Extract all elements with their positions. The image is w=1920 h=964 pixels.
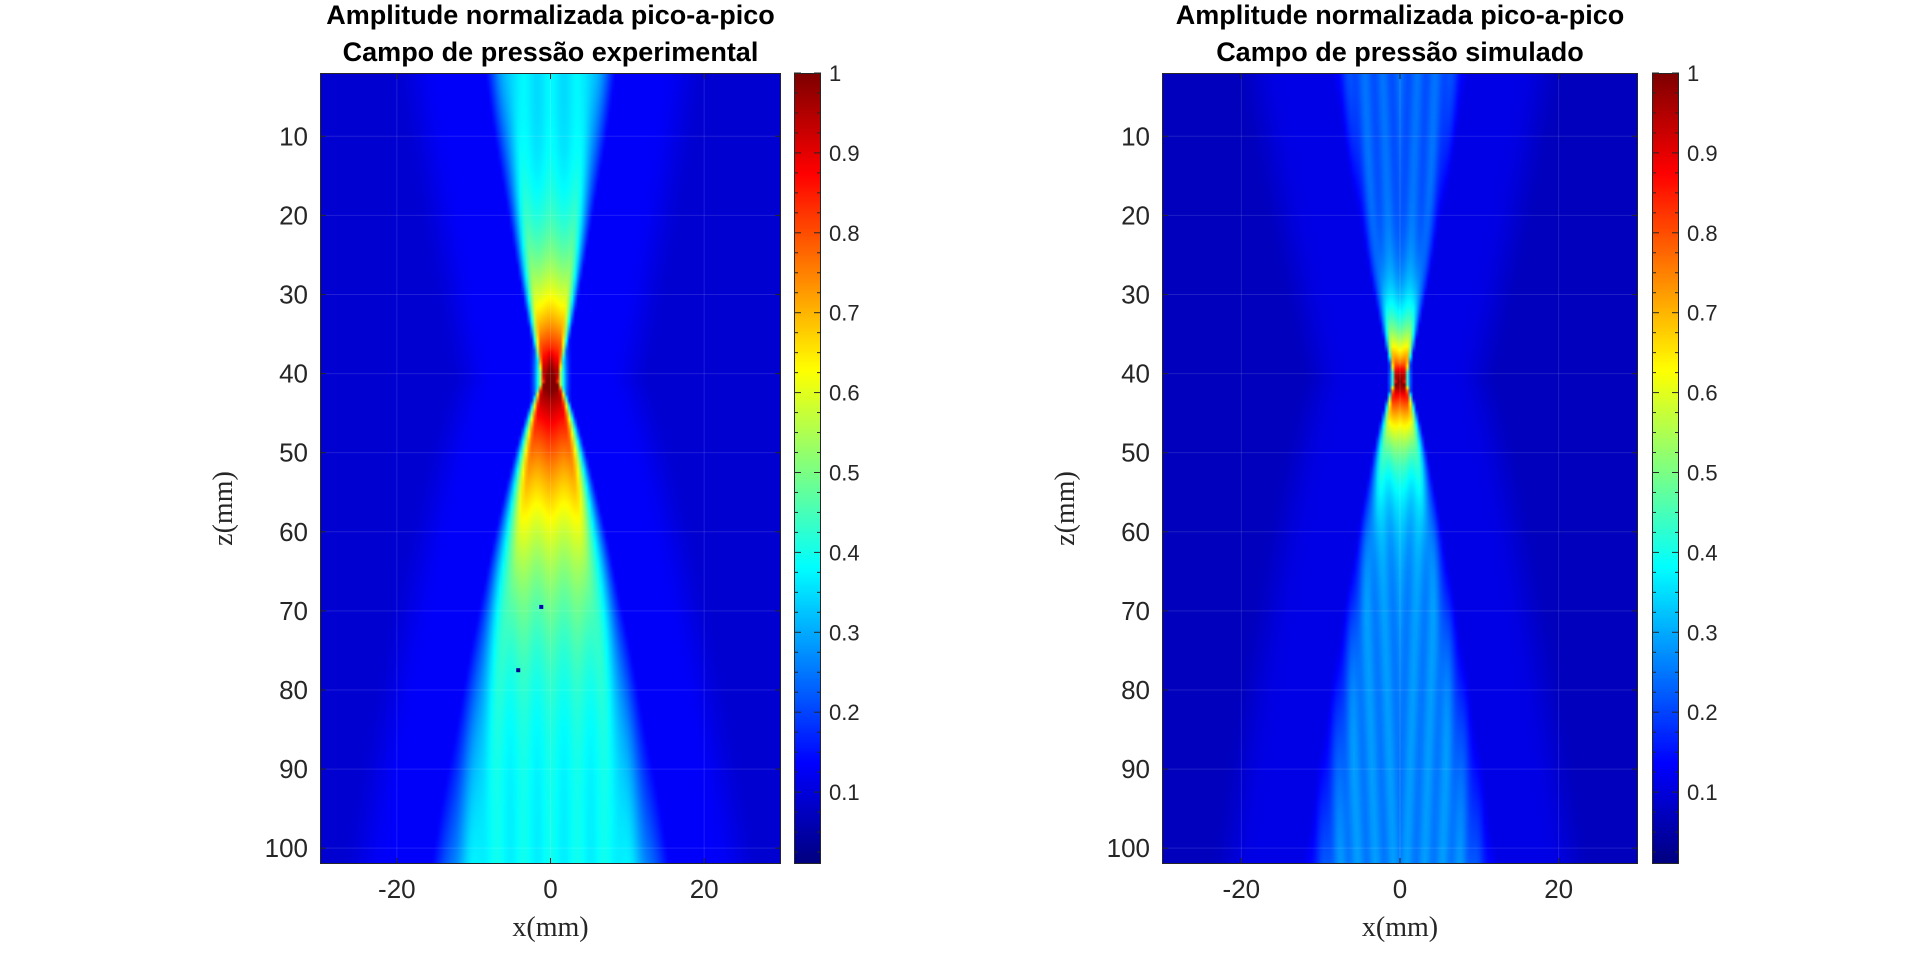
y-tick-label: 20: [1121, 200, 1150, 230]
x-tick-label: 20: [1544, 874, 1573, 904]
colorbar-tick-label: 0.2: [1687, 700, 1718, 725]
colorbar-tick-label: 0.5: [829, 460, 860, 485]
y-axis-label: z(mm): [208, 471, 239, 546]
x-axis-label: x(mm): [1362, 912, 1438, 943]
colorbar-tick-label: 0.8: [1687, 221, 1718, 246]
colorbar-tick-label: 0.3: [1687, 620, 1718, 645]
chart-title: Amplitude normalizada pico-a-pico: [1176, 0, 1625, 30]
colorbar-tick-label: 0.7: [1687, 301, 1718, 326]
chart-title: Amplitude normalizada pico-a-pico: [326, 0, 775, 30]
colorbar-tick-label: 0.9: [829, 141, 860, 166]
colorbar-tick-label: 0.6: [1687, 381, 1718, 406]
colorbar-tick-label: 0.6: [829, 381, 860, 406]
x-tick-label: -20: [378, 874, 416, 904]
y-tick-label: 70: [279, 596, 308, 626]
y-tick-label: 20: [279, 200, 308, 230]
y-tick-label: 10: [279, 121, 308, 151]
x-tick-label: 20: [690, 874, 719, 904]
y-tick-label: 40: [279, 359, 308, 389]
colorbar-tick-label: 0.4: [1687, 540, 1718, 565]
y-tick-label: 60: [1121, 517, 1150, 547]
colorbar-box: [794, 73, 821, 864]
y-tick-label: 90: [1121, 754, 1150, 784]
y-tick-label: 10: [1121, 121, 1150, 151]
x-tick-label: 0: [543, 874, 557, 904]
y-tick-label: 100: [1107, 833, 1150, 863]
colorbar-tick-label: 1: [1687, 61, 1699, 86]
colorbar-tick-label: 1: [829, 61, 841, 86]
y-tick-label: 80: [1121, 675, 1150, 705]
colorbar: [794, 73, 821, 864]
y-tick-label: 50: [279, 438, 308, 468]
colorbar-tick-label: 0.7: [829, 301, 860, 326]
heatmap-image: [1162, 73, 1638, 864]
colorbar-tick-label: 0.8: [829, 221, 860, 246]
x-tick-label: -20: [1223, 874, 1261, 904]
y-tick-label: 30: [279, 279, 308, 309]
colorbar: [1652, 73, 1679, 864]
colorbar-tick-label: 0.1: [1687, 780, 1718, 805]
y-axis-label: z(mm): [1050, 471, 1081, 546]
y-tick-label: 30: [1121, 279, 1150, 309]
colorbar-tick-label: 0.4: [829, 540, 860, 565]
anomaly-point: [516, 668, 521, 673]
colorbar-tick-label: 0.5: [1687, 460, 1718, 485]
panel-simulated: -20 0 20 10 20 30 40 50 60 70 80 90 100 x(mm) z(mm) Amp…: [1050, 0, 1718, 943]
y-tick-label: 50: [1121, 438, 1150, 468]
colorbar-box: [1652, 73, 1679, 864]
heatmap-image: [320, 73, 781, 864]
y-tick-label: 90: [279, 754, 308, 784]
y-tick-label: 60: [279, 517, 308, 547]
x-axis-label: x(mm): [512, 912, 588, 943]
anomaly-point: [539, 604, 544, 609]
chart-subtitle: Campo de pressão simulado: [1216, 37, 1584, 67]
colorbar-tick-label: 0.1: [829, 780, 860, 805]
colorbar-tick-label: 0.9: [1687, 141, 1718, 166]
y-tick-label: 40: [1121, 359, 1150, 389]
y-tick-label: 100: [265, 833, 308, 863]
colorbar-tick-label: 0.3: [829, 620, 860, 645]
x-tick-label: 0: [1393, 874, 1407, 904]
chart-subtitle: Campo de pressão experimental: [343, 37, 759, 67]
y-tick-label: 80: [279, 675, 308, 705]
colorbar-tick-label: 0.2: [829, 700, 860, 725]
panel-experimental: -20 0 20 10 20 30 40 50 60 70 80 90 100 x(mm) z(mm) Amp…: [208, 0, 860, 943]
y-tick-label: 70: [1121, 596, 1150, 626]
